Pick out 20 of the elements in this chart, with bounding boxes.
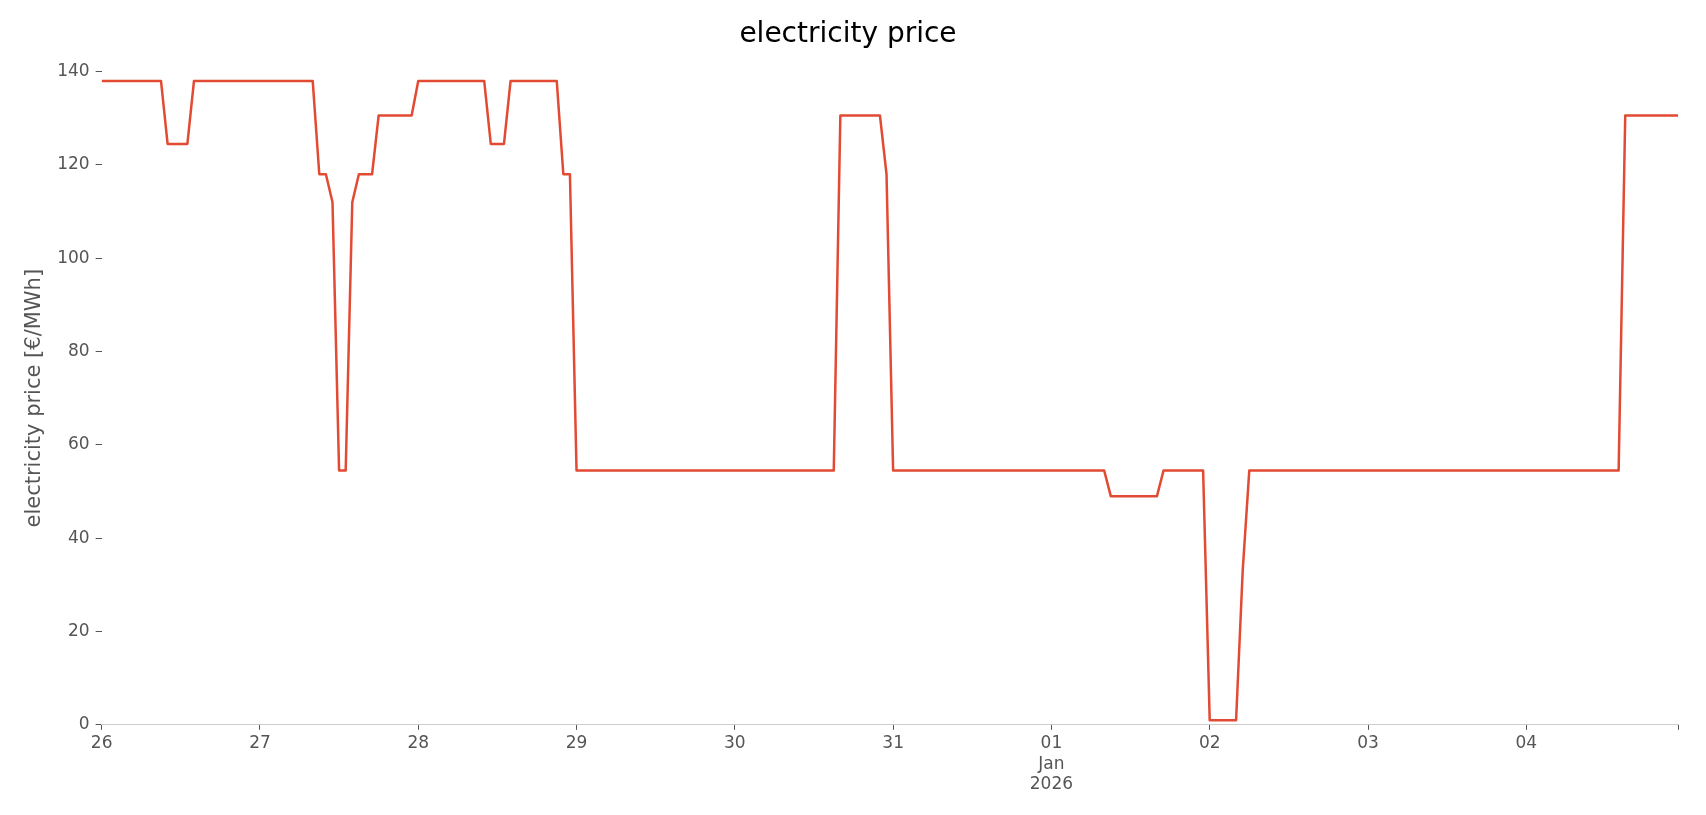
x-tick-label: 04 [1515,732,1538,753]
x-tick-label: 30 [724,732,746,753]
x-tick-label: 26 [90,732,113,753]
y-axis-title: electricity price [€/MWh] [21,268,46,528]
y-tick-label: 40 [68,526,90,547]
x-tick-label: 31 [882,732,904,753]
x-tick-label: 27 [249,732,271,753]
y-tick-label: 0 [78,713,90,734]
chart-title: electricity price [739,16,957,50]
y-tick-label: 60 [68,433,90,454]
x-tick-label: 28 [407,732,430,753]
y-tick-label: 20 [68,619,90,640]
y-tick-label: 100 [57,246,90,267]
x-tick-label: 01 Jan 2026 [1029,732,1074,794]
y-tick-label: 120 [57,153,90,174]
x-tick-label: 29 [565,732,588,753]
y-tick-label: 140 [57,60,90,81]
y-tick-label: 80 [68,339,90,360]
x-tick-label: 03 [1357,732,1379,753]
x-tick-label: 02 [1198,732,1221,753]
